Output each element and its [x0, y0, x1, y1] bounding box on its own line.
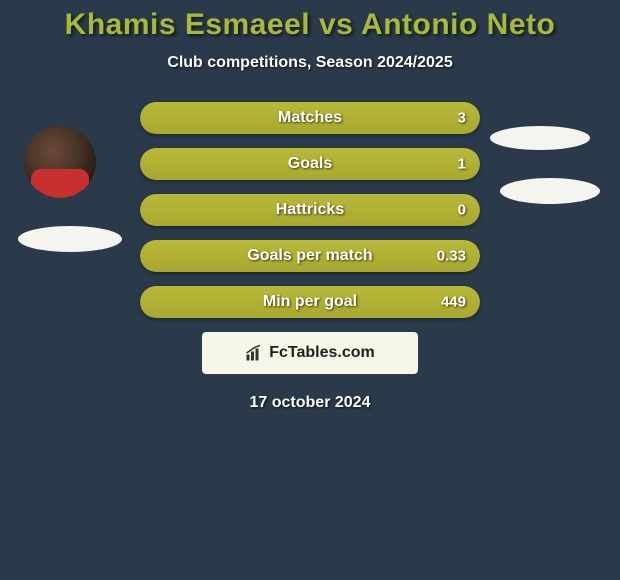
- stat-label: Goals: [140, 155, 480, 173]
- comparison-card: Khamis Esmaeel vs Antonio Neto Club comp…: [0, 0, 620, 412]
- chart-icon: [245, 344, 263, 362]
- stat-value: 3: [458, 110, 466, 127]
- branding-badge: FcTables.com: [202, 332, 418, 374]
- page-title: Khamis Esmaeel vs Antonio Neto: [0, 8, 620, 42]
- stat-row: Min per goal 449: [140, 286, 480, 318]
- stat-label: Matches: [140, 109, 480, 127]
- subtitle: Club competitions, Season 2024/2025: [0, 54, 620, 72]
- player-avatar-left: [24, 126, 96, 198]
- decor-ellipse-left: [18, 226, 122, 252]
- decor-ellipse-right-2: [500, 178, 600, 204]
- decor-ellipse-right-1: [490, 126, 590, 150]
- stats-list: Matches 3 Goals 1 Hattricks 0 Goals per …: [140, 102, 480, 318]
- stat-row: Matches 3: [140, 102, 480, 134]
- stat-value: 0.33: [437, 248, 466, 265]
- date-label: 17 october 2024: [0, 394, 620, 412]
- stat-label: Goals per match: [140, 247, 480, 265]
- stat-label: Hattricks: [140, 201, 480, 219]
- stat-value: 0: [458, 202, 466, 219]
- stat-label: Min per goal: [140, 293, 480, 311]
- stat-row: Goals 1: [140, 148, 480, 180]
- stat-row: Goals per match 0.33: [140, 240, 480, 272]
- stat-value: 1: [458, 156, 466, 173]
- branding-text: FcTables.com: [269, 344, 375, 362]
- stat-row: Hattricks 0: [140, 194, 480, 226]
- stat-value: 449: [441, 294, 466, 311]
